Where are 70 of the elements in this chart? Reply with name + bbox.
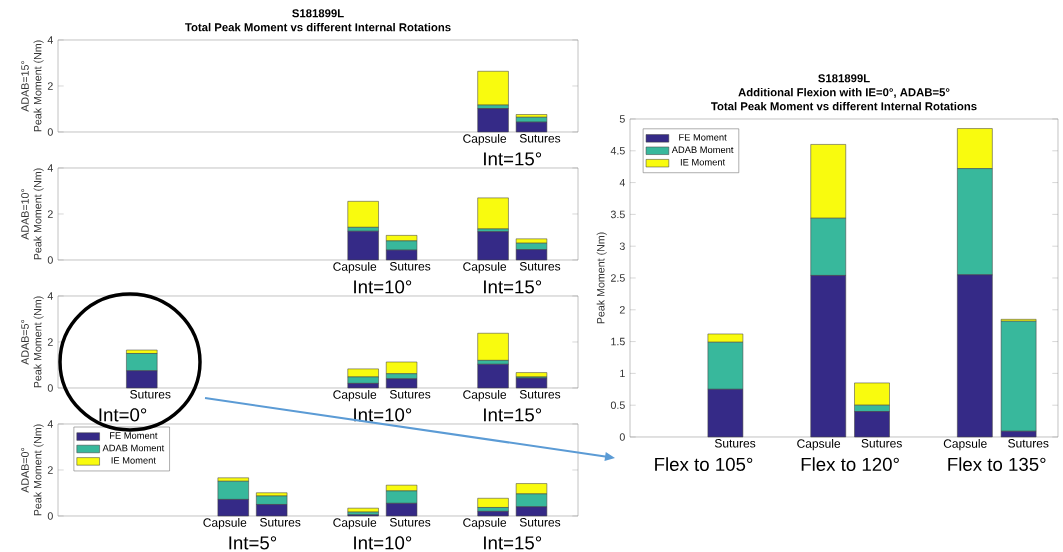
- y-tick-label: 4: [47, 36, 53, 44]
- x-tick-label: Sutures: [130, 390, 171, 399]
- x-tick-label: Capsule: [463, 390, 507, 402]
- x-tick-label: Capsule: [203, 518, 247, 530]
- chart-title: S181899L Additional Flexion with IE=0°, ADAB=5° Total Peak Moment vs different Internal Rotations: [711, 74, 977, 111]
- x-tick-label: Sutures: [260, 518, 301, 527]
- x-tick-label: Sutures: [1008, 439, 1049, 448]
- y-tick-label: 2: [47, 338, 53, 346]
- x-tick-label: Capsule: [797, 439, 841, 451]
- x-tick-label: Capsule: [333, 518, 377, 530]
- x-tick-label: Sutures: [519, 390, 561, 399]
- text: Flex to 105°: [655, 457, 753, 471]
- y-tick-label: 4: [47, 164, 53, 172]
- y-tick-label: 0.5: [610, 401, 625, 409]
- legend-label: ADAB Moment: [671, 146, 734, 154]
- x-tick-label: Capsule: [463, 262, 507, 274]
- x-tick-label: Capsule: [333, 390, 377, 402]
- y-tick-label: 4: [47, 420, 53, 428]
- x-tick-label: Sutures: [519, 518, 561, 527]
- y-tick-label: 4.5: [610, 147, 625, 155]
- legend-label: IE Moment: [111, 457, 156, 464]
- text: Int=15°: [484, 152, 542, 166]
- y-tick-label: 1: [620, 369, 625, 378]
- text: Flex to 135°: [948, 457, 1046, 471]
- x-tick-label: Capsule: [463, 518, 507, 530]
- legend-label: IE Moment: [680, 158, 726, 166]
- y-tick-label: 4: [619, 178, 625, 187]
- x-tick-label: Sutures: [389, 518, 431, 527]
- y-axis-title: ADAB=5° Peak Moment (Nm): [21, 296, 44, 388]
- x-tick-label: Sutures: [519, 262, 561, 271]
- x-tick-label: Capsule: [463, 134, 507, 146]
- y-tick-label: 5: [619, 115, 625, 123]
- text: Int=0°: [99, 408, 147, 422]
- y-axis-title: ADAB=10° Peak Moment (Nm): [21, 168, 44, 260]
- y-tick-label: 0: [47, 512, 53, 520]
- text: Flex to 120°: [801, 457, 899, 471]
- y-axis-title: Peak Moment (Nm): [596, 232, 607, 324]
- y-tick-label: 3: [619, 242, 625, 250]
- y-tick-label: 3.5: [610, 210, 625, 219]
- text: Int=15°: [484, 536, 542, 550]
- legend-label: FE Moment: [679, 134, 727, 141]
- y-axis-title: ADAB=15° Peak Moment (Nm): [21, 40, 44, 132]
- text: Int=15°: [484, 408, 542, 422]
- x-tick-label: Sutures: [714, 439, 756, 448]
- y-tick-label: 0: [47, 384, 53, 392]
- y-tick-label: 1.5: [611, 337, 625, 346]
- y-tick-label: 0: [47, 256, 53, 264]
- text: Int=10°: [354, 280, 412, 294]
- x-tick-label: Capsule: [333, 262, 377, 274]
- y-tick-label: 2: [47, 82, 53, 90]
- text: Int=10°: [354, 408, 412, 422]
- y-tick-label: 0: [619, 433, 625, 441]
- legend-label: FE Moment: [110, 432, 158, 439]
- y-tick-label: 2: [47, 466, 53, 474]
- x-tick-label: Sutures: [389, 390, 431, 399]
- y-tick-label: 0: [47, 128, 53, 136]
- x-tick-label: Sutures: [389, 262, 431, 271]
- y-axis-title: ADAB=0° Peak Moment (Nm): [21, 424, 44, 516]
- x-tick-label: Sutures: [519, 134, 561, 143]
- text: Int=10°: [354, 536, 412, 550]
- y-tick-label: 4: [47, 292, 53, 300]
- text: Int=5°: [229, 536, 277, 550]
- y-tick-label: 2.5: [611, 274, 625, 282]
- y-tick-label: 2: [619, 306, 625, 314]
- x-tick-label: Sutures: [861, 439, 902, 448]
- y-tick-label: 2: [47, 210, 53, 218]
- legend-label: ADAB Moment: [102, 444, 165, 452]
- x-tick-label: Capsule: [943, 439, 987, 451]
- chart-title: S181899L Total Peak Moment vs different Internal Rotations: [185, 9, 451, 32]
- text: Int=15°: [484, 280, 542, 294]
